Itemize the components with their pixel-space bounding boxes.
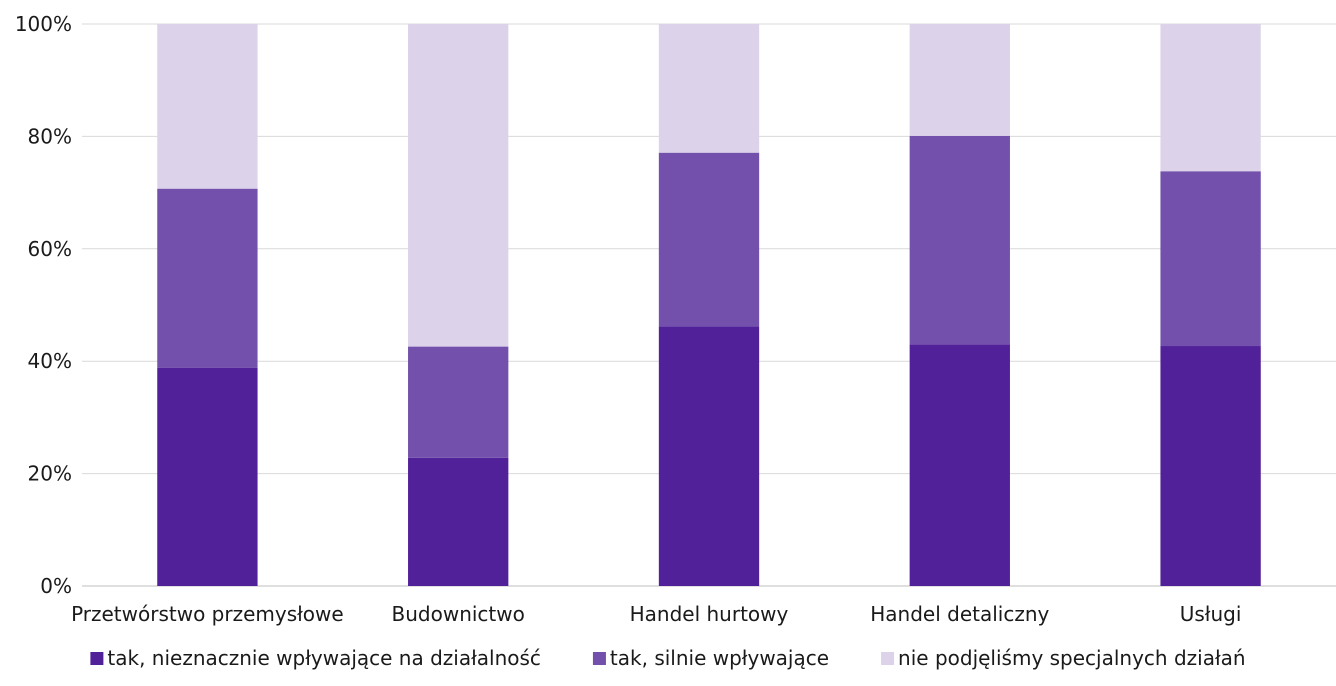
bar-segment — [658, 24, 760, 153]
bar-segment — [909, 344, 1010, 586]
legend-item: tak, nieznacznie wpływające na działalno… — [90, 646, 541, 670]
y-axis-tick-labels: 0% 20% 40% 60% 80% 100% — [15, 12, 72, 598]
legend: tak, nieznacznie wpływające na działalno… — [90, 646, 1246, 670]
legend-label: tak, nieznacznie wpływające na działalno… — [107, 646, 541, 670]
y-tick-label: 20% — [28, 462, 72, 486]
bar-segment — [408, 24, 509, 347]
category-label: Handel hurtowy — [630, 602, 789, 626]
legend-item: nie podjęliśmy specjalnych działań — [881, 646, 1246, 670]
y-tick-label: 100% — [15, 12, 72, 36]
legend-swatch — [592, 652, 606, 665]
y-tick-label: 0% — [40, 574, 72, 598]
bar-segment — [157, 367, 258, 586]
bar-segment — [909, 24, 1010, 136]
bar-segment — [157, 188, 258, 368]
legend-swatch — [90, 652, 104, 665]
bar-segment — [408, 346, 509, 458]
legend-label: nie podjęliśmy specjalnych działań — [898, 646, 1246, 670]
category-label: Handel detaliczny — [870, 602, 1049, 626]
y-tick-label: 60% — [28, 237, 72, 261]
bar-segment — [909, 135, 1010, 345]
category-labels: Przetwórstwo przemysłowe Budownictwo Hande… — [71, 602, 1241, 626]
bar-segment — [658, 152, 760, 327]
y-tick-label: 40% — [28, 349, 72, 373]
bar-segment — [408, 457, 509, 586]
legend-swatch — [881, 652, 895, 665]
bar-segment — [1160, 171, 1261, 347]
category-label: Przetwórstwo przemysłowe — [71, 602, 344, 626]
legend-item: tak, silnie wpływające — [592, 646, 829, 670]
category-label: Budownictwo — [392, 602, 525, 626]
y-tick-label: 80% — [28, 124, 72, 148]
bar-segment — [658, 326, 760, 586]
category-label: Usługi — [1180, 602, 1242, 626]
bar-segment — [157, 24, 258, 189]
bars — [157, 24, 1261, 586]
bar-segment — [1160, 346, 1261, 586]
legend-label: tak, silnie wpływające — [610, 646, 829, 670]
bar-segment — [1160, 24, 1261, 172]
